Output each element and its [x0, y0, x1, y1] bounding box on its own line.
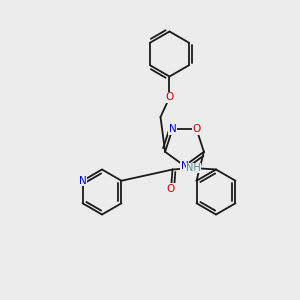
Text: O: O — [167, 184, 175, 194]
Text: O: O — [165, 92, 174, 103]
Text: N: N — [169, 124, 176, 134]
Text: N: N — [79, 176, 86, 186]
Text: NH: NH — [186, 163, 201, 173]
Text: O: O — [192, 124, 201, 134]
Text: N: N — [181, 161, 188, 171]
